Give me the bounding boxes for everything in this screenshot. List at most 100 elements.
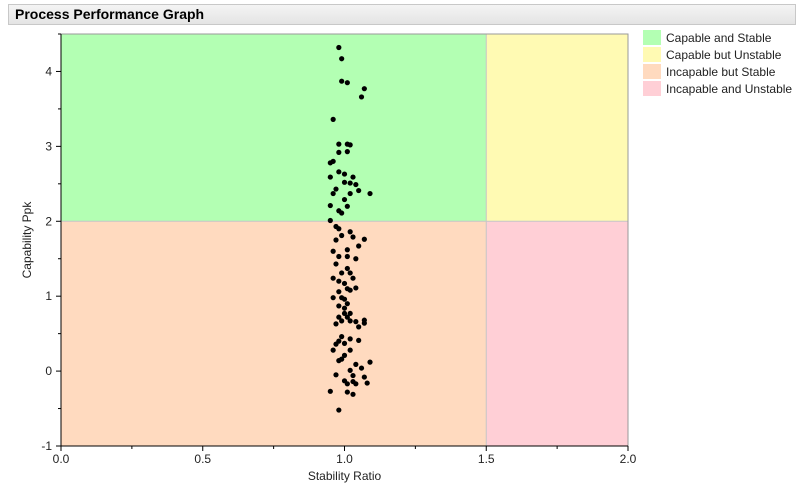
data-point [330,347,336,353]
y-tick-label: 1 [45,289,52,303]
data-point [347,190,353,197]
data-point [367,359,373,365]
data-point [327,174,333,180]
data-point [367,190,373,197]
data-point [361,236,367,242]
legend-label: Incapable but Stable [666,64,776,79]
x-tick-label: 1.0 [336,452,353,466]
data-point [341,310,348,317]
data-point [330,295,336,301]
data-point [353,319,359,325]
data-point [350,234,356,240]
data-point [356,337,362,343]
data-point [350,372,356,379]
data-point [347,318,353,324]
data-point [344,149,350,155]
data-point [336,303,342,309]
data-point [336,44,342,51]
x-tick-label: 0.5 [194,452,211,466]
region-3 [486,221,628,446]
data-point [330,190,336,197]
data-point [333,321,339,327]
data-point [341,196,348,203]
data-point [339,210,345,216]
data-point [344,301,350,307]
x-tick-label: 2.0 [620,452,637,466]
chart-title-bar: Process Performance Graph [8,4,796,25]
data-point [344,265,350,272]
data-point [344,314,350,320]
data-point [339,318,345,324]
data-point [361,320,367,326]
data-point [327,217,333,224]
data-point [356,324,362,330]
data-point [336,407,342,413]
data-point [358,94,365,100]
data-point [327,202,333,209]
data-point [344,253,350,260]
data-point [347,142,353,148]
data-point [333,261,339,267]
data-point [336,314,342,320]
data-point [347,229,353,235]
data-point [333,341,339,347]
legend-swatch [643,47,661,62]
x-axis-label: Stability Ratio [308,469,382,483]
data-point [344,203,350,209]
data-point [330,275,336,281]
data-point [330,248,336,254]
data-point [356,187,362,194]
data-point [358,365,365,371]
legend: Capable and Stable Capable but Unstable In… [643,29,792,97]
data-point [341,280,348,287]
data-point [341,305,348,311]
data-points [327,44,373,413]
data-point [333,237,339,243]
data-point [344,247,350,253]
data-point [344,80,350,86]
data-point [333,372,339,378]
y-tick-label: 4 [45,64,52,78]
data-point [336,358,342,364]
legend-item: Incapable but Stable [643,63,792,80]
data-point [330,116,336,122]
y-axis-label: Capability Ppk [20,201,34,279]
region-1 [486,34,628,222]
data-point [347,180,353,186]
data-point [353,361,359,367]
data-point [347,287,353,293]
data-point [361,374,367,380]
data-point [336,141,342,147]
data-point [353,381,359,387]
data-point [336,278,342,284]
x-tick-label: 0.0 [53,452,70,466]
y-tick-label: 0 [45,364,52,378]
data-point [333,186,339,192]
legend-item: Capable and Stable [643,29,792,46]
data-point [339,334,345,340]
data-point [344,389,350,395]
data-point [336,289,342,295]
data-point [336,253,342,260]
data-point [364,380,370,386]
legend-swatch [643,81,661,96]
data-point [347,336,353,342]
data-point [339,232,345,239]
y-tick-label: -1 [41,439,52,453]
quadrant-regions [61,34,628,446]
data-point [347,310,353,317]
data-point [353,181,359,188]
data-point [339,270,345,276]
data-point [341,352,348,358]
data-point [353,285,359,291]
legend-label: Capable but Unstable [666,47,782,62]
legend-swatch [643,64,661,79]
data-point [353,256,359,262]
x-tick-label: 1.5 [478,452,495,466]
data-point [347,367,353,373]
data-point [356,243,362,249]
data-point [339,78,345,84]
data-point [361,86,367,92]
region-2 [61,221,487,446]
